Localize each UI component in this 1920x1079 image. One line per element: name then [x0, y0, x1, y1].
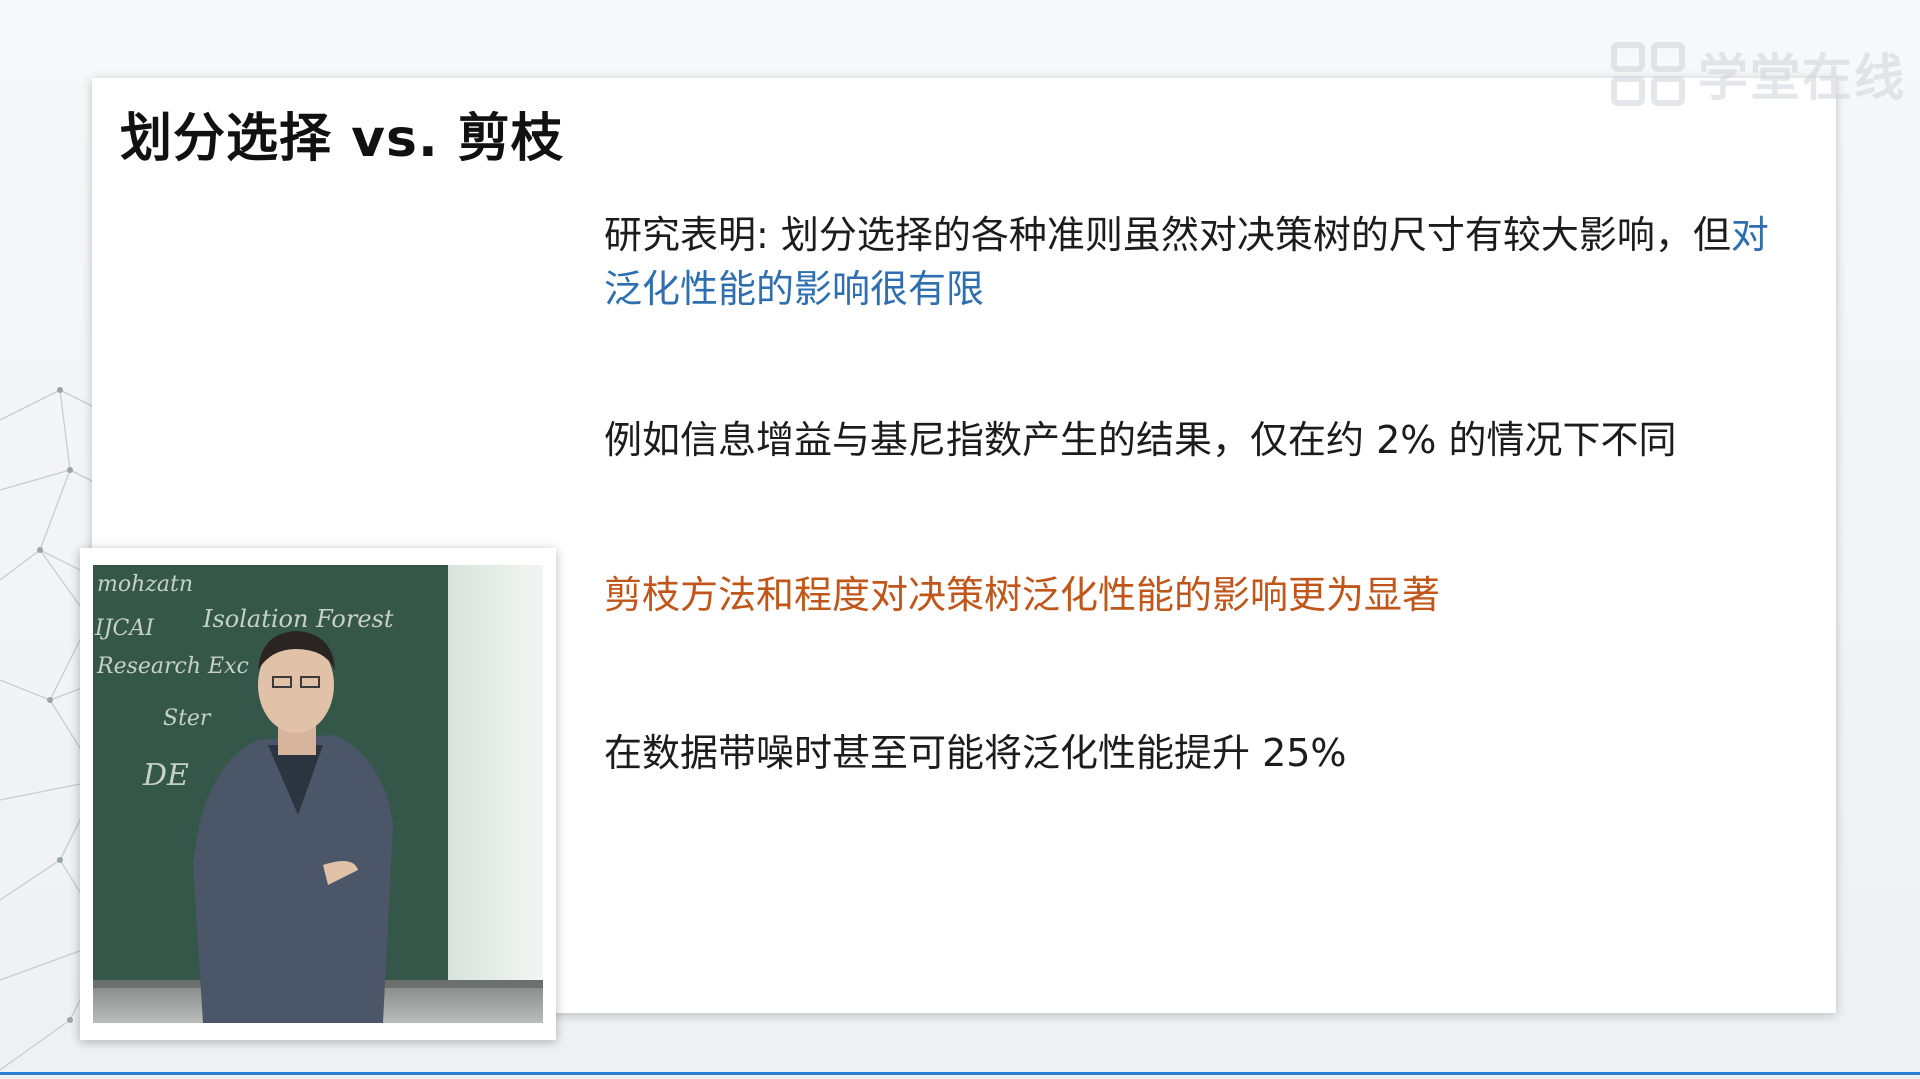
chalk-text-1: mohzatn [97, 572, 193, 597]
bullet-research-finding-text: 研究表明: 划分选择的各种准则虽然对决策树的尺寸有较大影响，但 [604, 213, 1731, 257]
chalk-text-4: Research Exc [96, 654, 249, 679]
xuetangx-logo-icon [1611, 42, 1685, 106]
slide-title: 划分选择 vs. 剪枝 [120, 109, 564, 169]
lecturer-video: mohzatn Isolation Forest IJCAI Research … [93, 565, 543, 1023]
watermark-text: 学堂在线 [1698, 49, 1906, 107]
watermark: 学堂在线 [1610, 38, 1906, 110]
bullet-example: 例如信息增益与基尼指数产生的结果，仅在约 2% 的情况下不同 [604, 418, 1677, 462]
chalk-text-6: DE [142, 758, 189, 793]
bullet-pruning-emphasis: 剪枝方法和程度对决策树泛化性能的影响更为显著 [604, 573, 1441, 617]
lecturer-video-frame: mohzatn Isolation Forest IJCAI Research … [80, 548, 556, 1040]
bullet-noise-improvement: 在数据带噪时甚至可能将泛化性能提升 25% [604, 731, 1347, 775]
bullet-research-finding: 研究表明: 划分选择的各种准则虽然对决策树的尺寸有较大影响，但对泛化性能的影响很… [604, 208, 1784, 316]
accent-line [0, 1072, 1920, 1075]
chalk-text-2: Isolation Forest [202, 605, 394, 633]
bullet-research-finding-highlight: 对泛化性能的影响很有限 [604, 213, 1769, 311]
chalk-text-5: Ster [163, 706, 212, 731]
lecturer-video-image: mohzatn Isolation Forest IJCAI Research … [93, 565, 543, 1023]
lecturer-figure [193, 631, 393, 1023]
chalk-text-3: IJCAI [94, 616, 155, 641]
